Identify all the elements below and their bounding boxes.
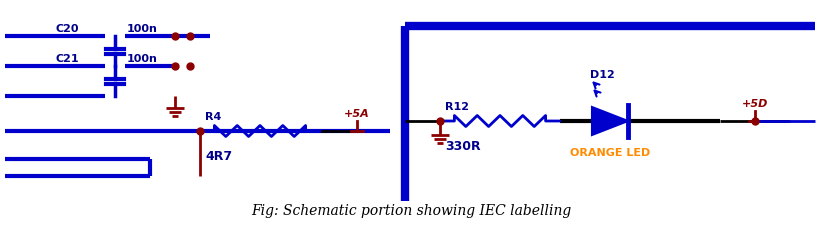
Polygon shape bbox=[592, 108, 628, 135]
Text: C21: C21 bbox=[55, 54, 79, 64]
Text: R4: R4 bbox=[205, 112, 222, 122]
Text: +5D: +5D bbox=[742, 99, 768, 109]
Text: 100n: 100n bbox=[127, 24, 158, 34]
Text: 100n: 100n bbox=[127, 54, 158, 64]
Text: ORANGE LED: ORANGE LED bbox=[570, 147, 650, 157]
Text: D12: D12 bbox=[589, 70, 614, 80]
Text: 330R: 330R bbox=[445, 139, 480, 152]
Text: 4R7: 4R7 bbox=[205, 149, 232, 162]
Text: +5A: +5A bbox=[344, 109, 370, 119]
Text: C20: C20 bbox=[55, 24, 79, 34]
Text: R12: R12 bbox=[445, 102, 469, 112]
Text: Fig: Schematic portion showing IEC labelling: Fig: Schematic portion showing IEC label… bbox=[251, 203, 571, 217]
